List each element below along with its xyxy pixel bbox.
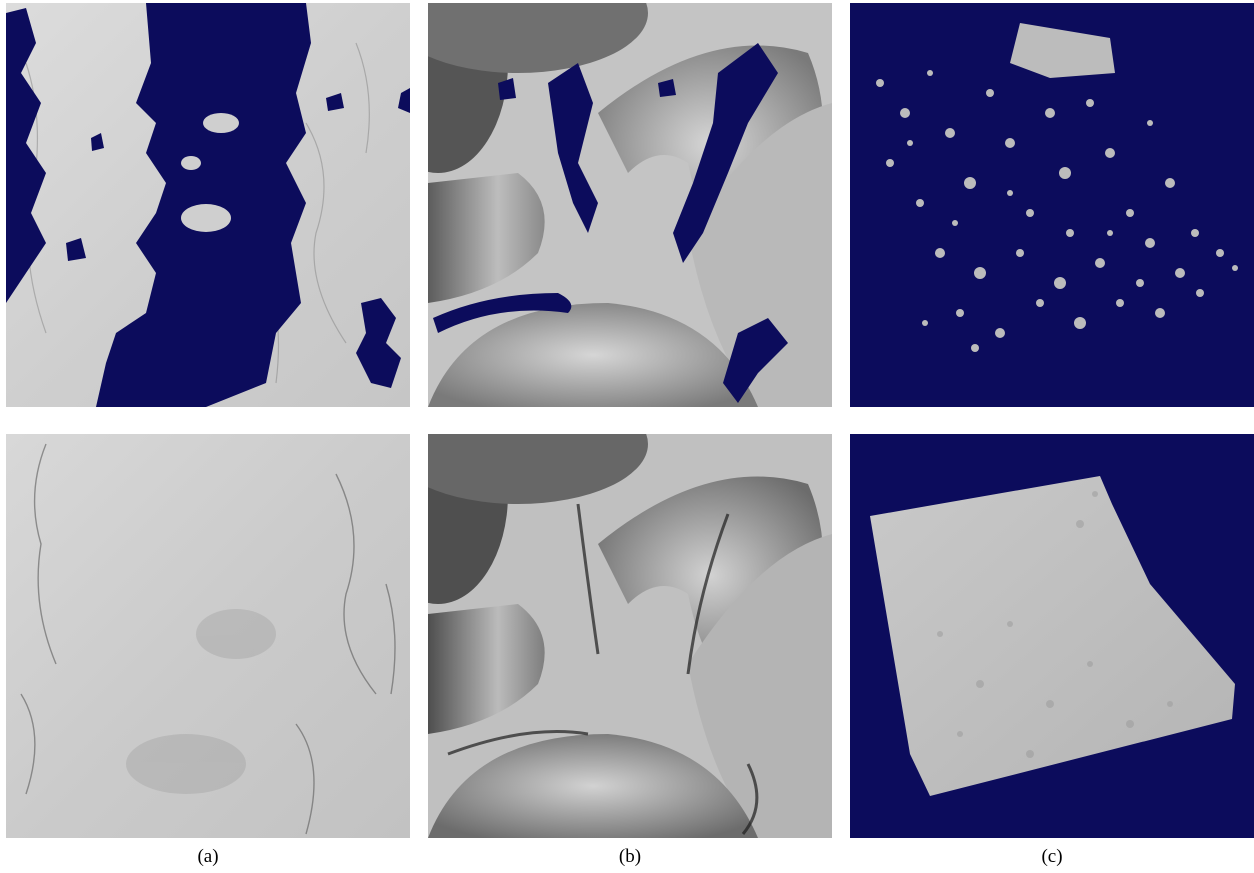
panel-c-top-highlighted-surface <box>850 3 1254 407</box>
panel-b-bottom-surface <box>428 434 832 838</box>
panel-a-top-highlighted-surface <box>6 3 410 407</box>
panel-c-bottom-surface <box>850 434 1254 838</box>
panel-a-bottom-surface <box>6 434 410 838</box>
caption-c: (c) <box>1041 846 1063 867</box>
panel-b-top-highlighted-surface <box>428 3 832 407</box>
caption-b: (b) <box>618 846 642 867</box>
caption-a: (a) <box>197 846 219 867</box>
